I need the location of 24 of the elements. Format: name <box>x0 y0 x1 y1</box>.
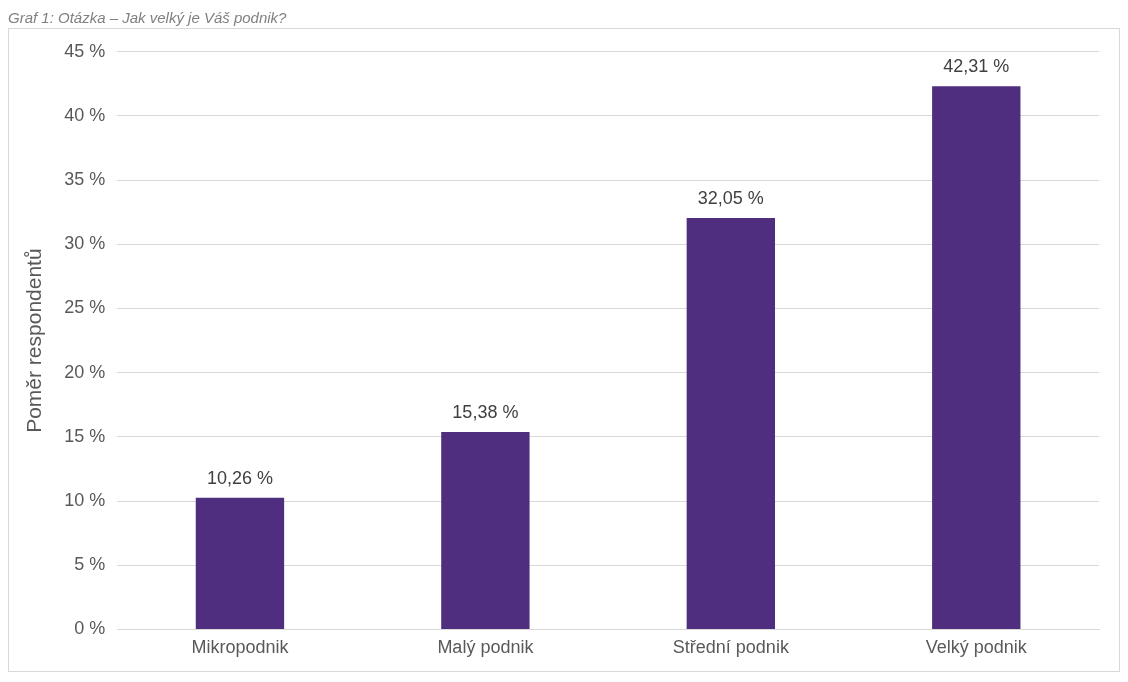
y-tick-label: 10 % <box>64 490 106 511</box>
data-label: 10,26 % <box>206 467 273 488</box>
data-label: 15,38 % <box>452 401 519 422</box>
bar <box>686 218 776 629</box>
y-tick-label: 15 % <box>64 425 106 446</box>
y-axis-title: Poměr respondentů <box>22 248 46 433</box>
x-tick-label: Malý podnik <box>437 637 535 658</box>
bar <box>932 86 1021 629</box>
y-tick-label: 5 % <box>74 554 106 575</box>
y-tick-label: 30 % <box>64 233 106 254</box>
x-tick-label: Střední podnik <box>672 637 790 658</box>
data-label: 32,05 % <box>697 187 764 208</box>
y-tick-label: 45 % <box>64 40 106 61</box>
y-tick-label: 20 % <box>64 361 106 382</box>
bar <box>195 497 285 629</box>
y-tick-label: 40 % <box>64 104 106 125</box>
y-tick-label: 35 % <box>64 169 106 190</box>
y-tick-label: 25 % <box>64 297 106 318</box>
bar <box>441 431 530 629</box>
x-tick-label: Mikropodnik <box>191 637 290 658</box>
data-label: 42,31 % <box>943 56 1010 77</box>
x-tick-label: Velký podnik <box>925 637 1028 658</box>
text: Graf 1: Otázka – Jak velký je Váš podnik? <box>8 8 288 28</box>
y-tick-label: 0 % <box>74 618 106 639</box>
